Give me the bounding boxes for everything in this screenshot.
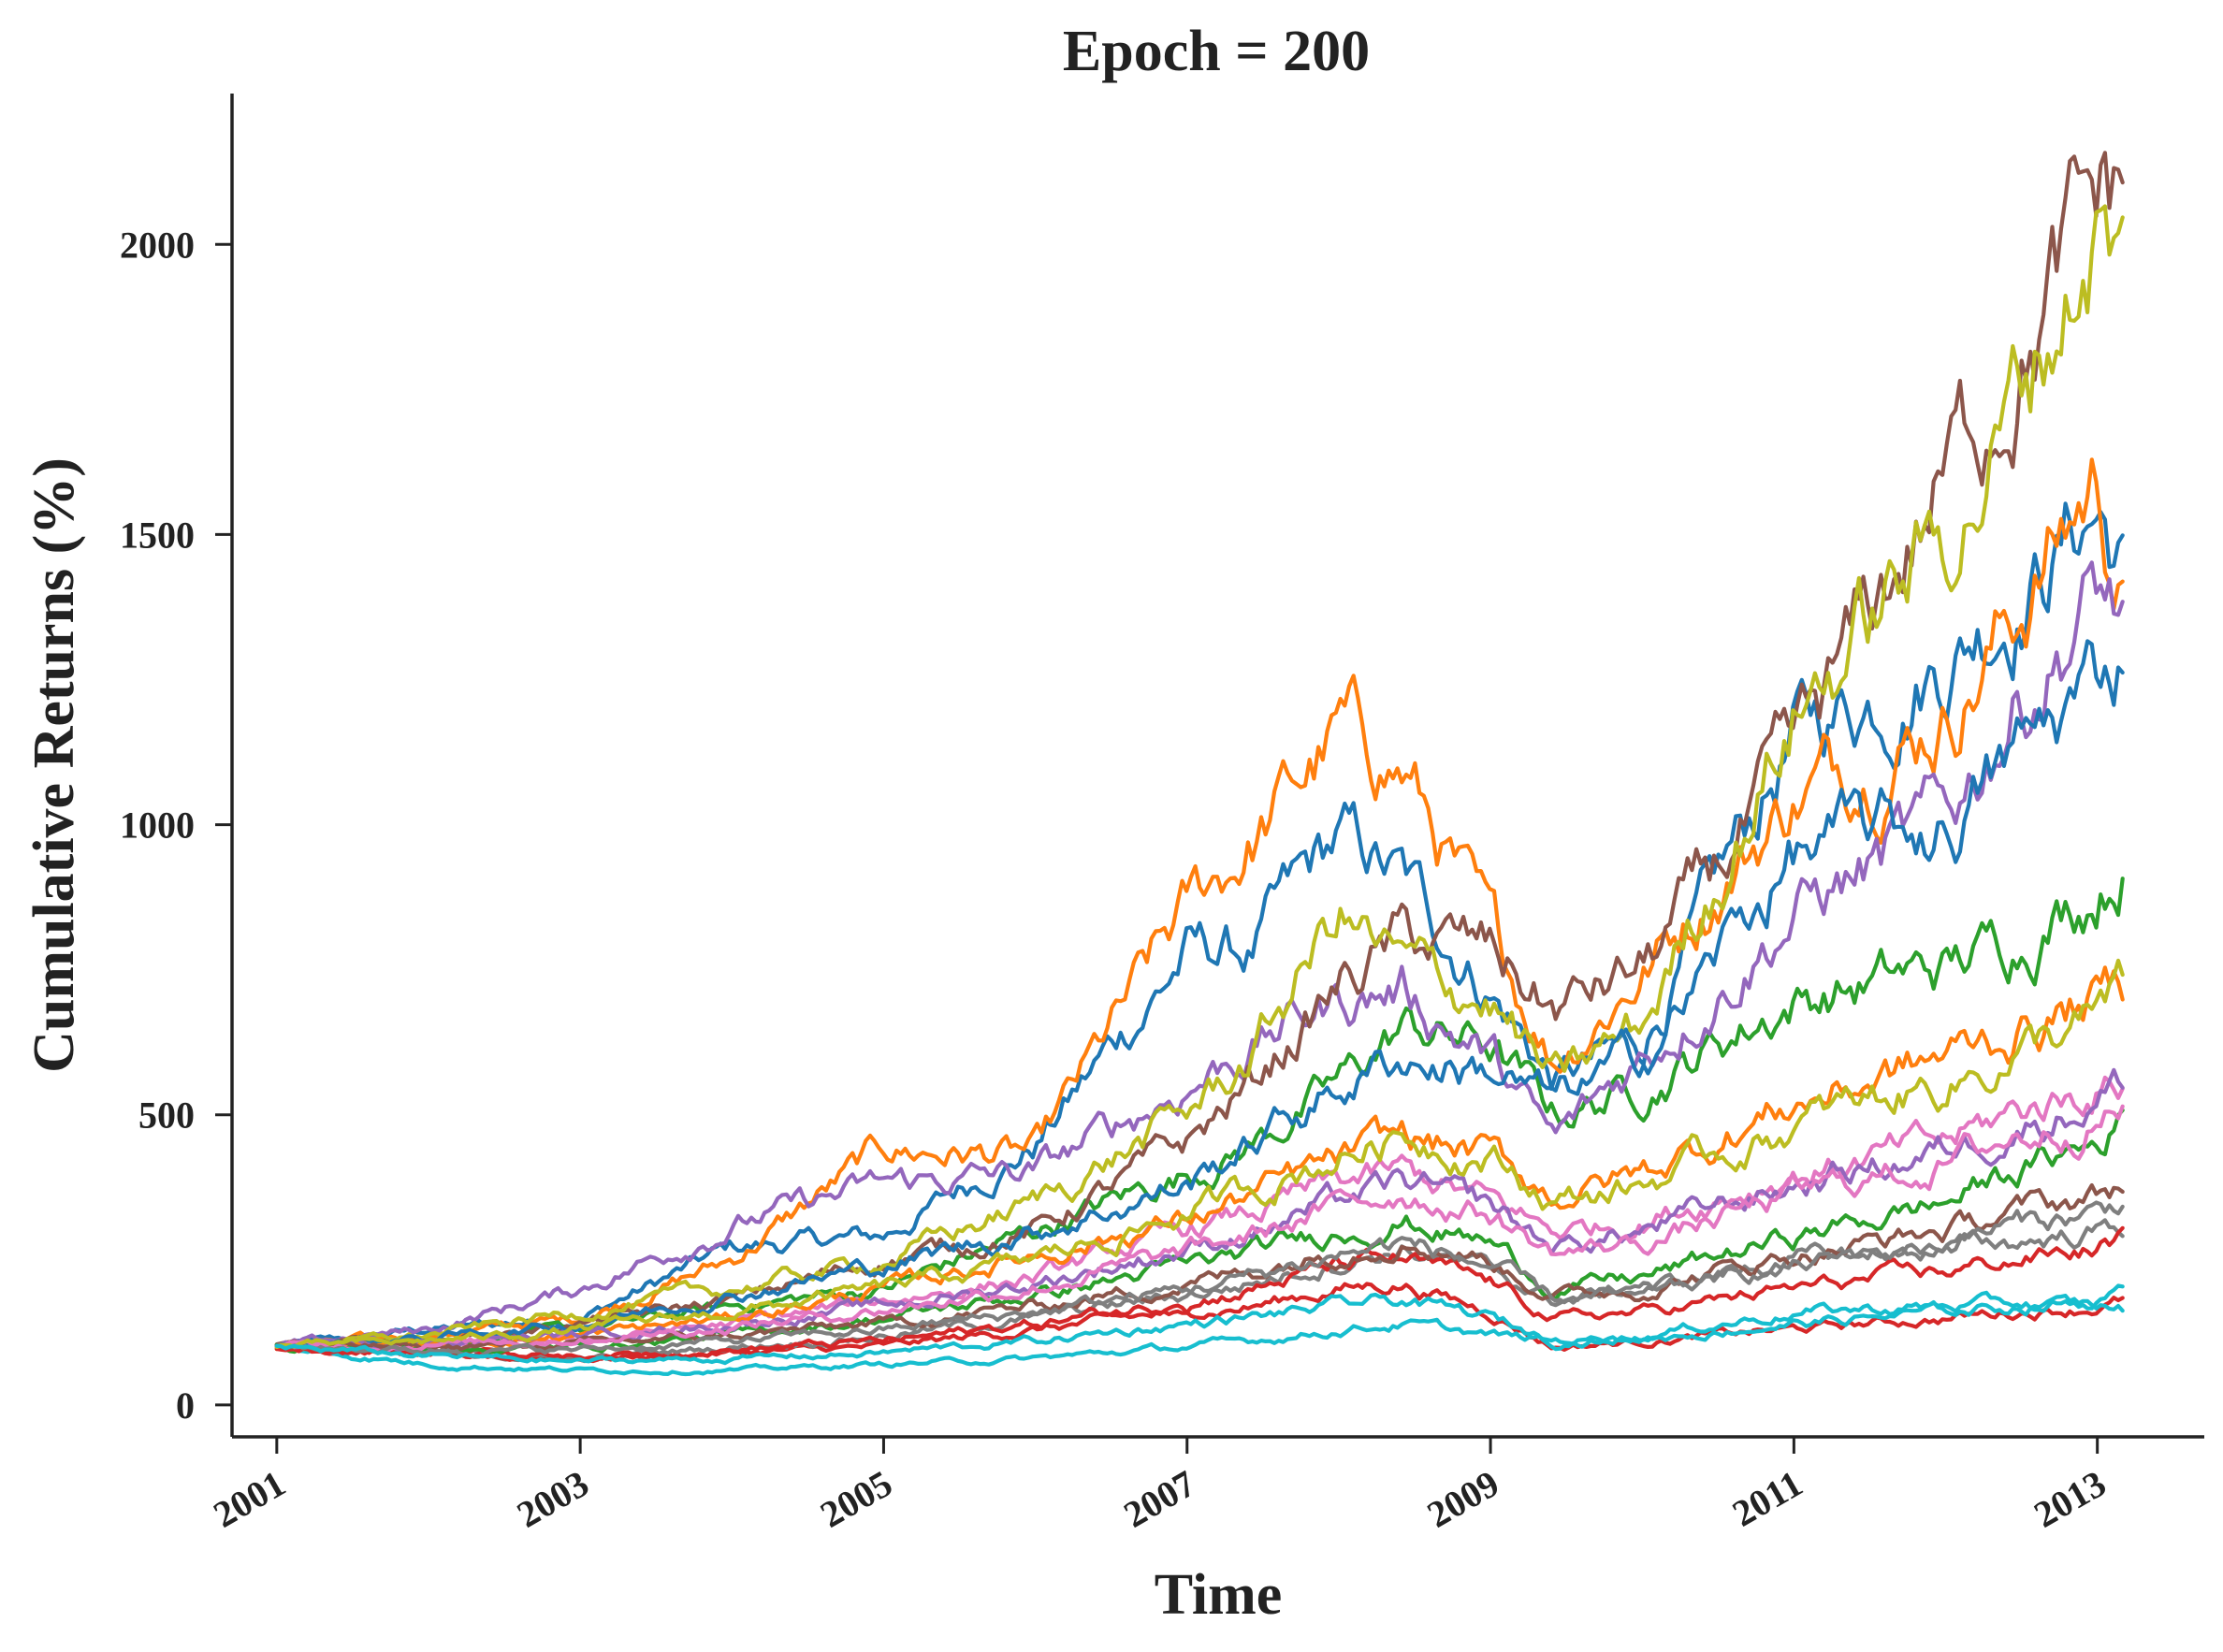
- x-tick-label-2001: 2001: [207, 1462, 293, 1536]
- y-tick-label-2000: 2000: [120, 224, 195, 266]
- series-line-6: [274, 151, 2125, 1348]
- series-line-9: [274, 204, 2125, 1350]
- x-tick-label-2009: 2009: [1420, 1462, 1506, 1536]
- y-axis-label: Cumulative Returns (%): [22, 457, 86, 1073]
- y-tick-label-1500: 1500: [120, 514, 195, 556]
- series-line-19: [274, 958, 2125, 1350]
- series-line-20: [274, 1283, 2125, 1366]
- series-line-18: [274, 1200, 2125, 1359]
- x-tick-label-2011: 2011: [1725, 1462, 1809, 1535]
- y-tick-label-500: 500: [138, 1094, 195, 1137]
- x-axis-label: Time: [1155, 1563, 1283, 1627]
- chart-title: Epoch = 200: [1063, 20, 1370, 83]
- y-tick-label-0: 0: [176, 1384, 195, 1427]
- x-axis-ticks: 2001 2003 2005 2007 2009 2011 2013: [207, 1437, 2113, 1536]
- y-axis-ticks: 0 500 1000 1500 2000: [120, 224, 232, 1427]
- plot-area: [274, 151, 2125, 1377]
- x-tick-label-2013: 2013: [2027, 1462, 2113, 1536]
- series-line-16: [274, 1182, 2125, 1352]
- x-tick-label-2007: 2007: [1116, 1462, 1202, 1536]
- series-line-10: [274, 1290, 2125, 1377]
- x-tick-label-2005: 2005: [813, 1462, 899, 1536]
- x-tick-label-2003: 2003: [510, 1462, 596, 1536]
- series-line-12: [274, 965, 2125, 1352]
- y-tick-label-1000: 1000: [120, 804, 195, 847]
- series-line-5: [274, 560, 2125, 1348]
- series-line-17: [274, 1104, 2125, 1355]
